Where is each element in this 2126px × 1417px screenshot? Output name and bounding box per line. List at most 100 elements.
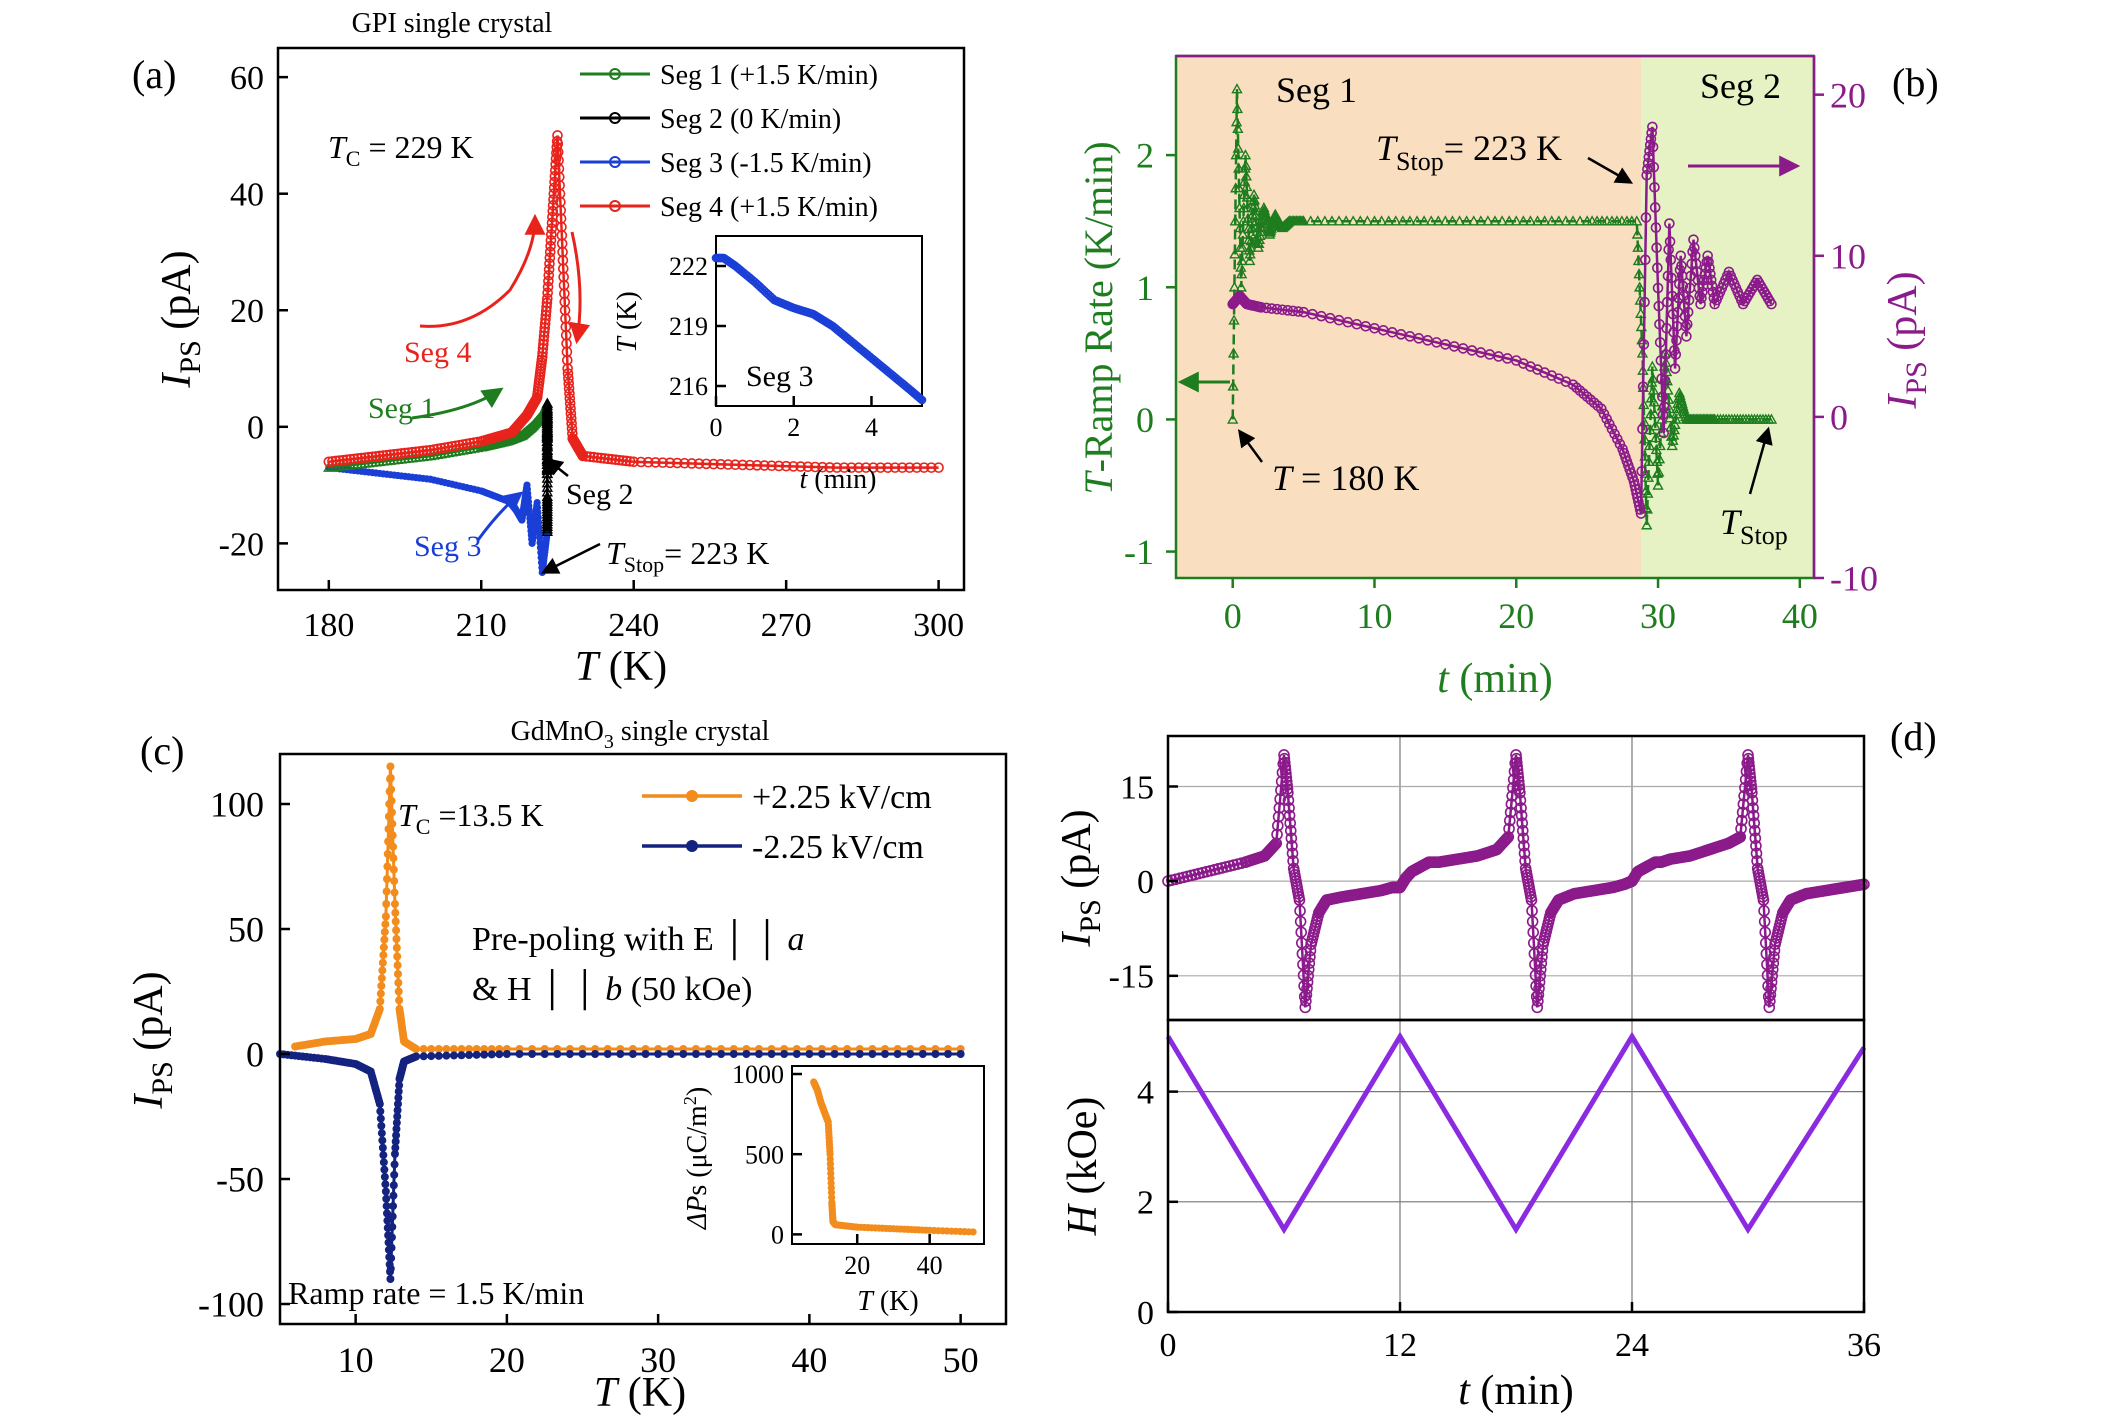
c-series-2-point <box>502 1050 511 1058</box>
c-series-1-point <box>434 1045 443 1053</box>
a-series-4-point <box>542 281 554 293</box>
c-series-2-point <box>427 1052 436 1061</box>
c-series-2-point <box>868 1050 877 1058</box>
annotation-ramp: Ramp rate = 1.5 K/min <box>288 1275 584 1311</box>
a-y-tick-label: 60 <box>230 60 264 97</box>
a-series-4-point <box>334 455 346 466</box>
b-series-1-point <box>1646 360 1659 371</box>
c-series-2-point <box>387 1254 396 1263</box>
b-series-1-point <box>1649 420 1661 431</box>
b-series-1-point <box>1236 241 1249 252</box>
c-series-2-point <box>843 1050 852 1058</box>
d-x-tick-label: 0 <box>1160 1327 1177 1364</box>
c-series-1-point <box>389 842 398 851</box>
d-x-tick-label: 36 <box>1847 1327 1881 1364</box>
panel-d-label: (d) <box>1890 714 1937 759</box>
b-series-1-point <box>1397 215 1409 226</box>
c-series-2-point <box>390 1170 399 1179</box>
c-y-tick-label: 50 <box>228 910 264 950</box>
a-series-4-markers <box>323 130 944 473</box>
a-legend-marker <box>609 156 621 168</box>
a-series-4-point <box>599 453 610 464</box>
c-series-2-point <box>603 1050 612 1058</box>
a-series-4-point <box>577 450 589 462</box>
a-series-4-point <box>548 182 560 194</box>
b-series-2-point <box>1271 303 1283 315</box>
a-series-4-point <box>566 423 578 434</box>
a-series-4-point <box>904 462 915 473</box>
a-legend-marker <box>609 200 621 212</box>
b-series-1-point <box>1546 215 1558 226</box>
a-series-4-point <box>428 444 440 455</box>
a-series-4-point <box>715 458 727 470</box>
a-series-4-point <box>730 459 741 470</box>
a-series-4-point <box>766 460 777 472</box>
b-series-1-point <box>1228 314 1240 325</box>
d-x-tick-label: 24 <box>1615 1327 1649 1364</box>
c-legend-marker <box>686 790 698 802</box>
b-y-right-tick-label: 20 <box>1830 75 1866 115</box>
c-series-1-point <box>392 943 401 952</box>
c-series-2-point <box>717 1050 726 1058</box>
b-series-1-point <box>1240 170 1253 181</box>
a-legend-label: Seg 3 (-1.5 K/min) <box>660 148 872 179</box>
annotation-tstop: TStop= 223 K <box>606 535 769 577</box>
a-series-4-point <box>543 275 554 287</box>
panel-b-xlabel: t (min) <box>1437 656 1552 702</box>
a-series-4-point <box>882 462 894 473</box>
b-series-1-point <box>1230 149 1242 160</box>
a-legend-marker <box>609 68 621 80</box>
panel-b-ylabel-right: IPS (pA) <box>1880 271 1933 409</box>
a-series-4-point <box>613 454 625 466</box>
c-series-2-point <box>389 1181 398 1190</box>
a-x-tick-label: 240 <box>608 607 659 644</box>
a-series-4-point <box>809 461 821 473</box>
c-series-1-point <box>375 1005 384 1013</box>
annotation-tc-c: TC =13.5 K <box>398 797 544 839</box>
a-series-4-point <box>544 252 556 264</box>
b-series-1-point <box>1524 215 1537 226</box>
a-series-4-point <box>327 456 338 467</box>
c-series-1-point <box>382 887 391 896</box>
a-series-4-point <box>414 446 425 457</box>
b-series-1-point <box>1228 281 1241 292</box>
a-series-2-point <box>541 429 554 440</box>
panel-c-xlabel: T (K) <box>594 1370 686 1416</box>
b-series-1-point <box>1305 215 1317 226</box>
panel-d-bottom-ylabel: H (kOe) <box>1060 1097 1106 1237</box>
a-series-4-point <box>421 445 433 456</box>
a-series-4-point <box>544 246 556 258</box>
c-series-2-point <box>419 1052 428 1061</box>
c-y-tick-label: 100 <box>210 785 264 825</box>
c-series-2-point <box>387 1233 396 1242</box>
b-series-1-point <box>1236 254 1248 266</box>
a-series-4-point <box>875 462 886 473</box>
b-segment-1 <box>1176 56 1642 578</box>
a-legend-marker <box>609 112 621 124</box>
a-series-4-point <box>548 194 559 205</box>
panel-d-xlabel: t (min) <box>1458 1368 1573 1414</box>
a-series-4-point <box>562 368 574 379</box>
b-series-1-point <box>1227 413 1239 424</box>
a-series-4-point <box>446 441 458 452</box>
a-series-4-point <box>606 453 618 465</box>
c-series-2-point <box>495 1050 504 1059</box>
b-y-left-tick-label: 1 <box>1136 268 1154 308</box>
b-series-1-point <box>1382 215 1395 226</box>
a-series-4-point <box>581 451 592 462</box>
a-series-4-point <box>417 445 429 457</box>
c-series-2-point <box>389 1202 398 1211</box>
a-inset-series-point <box>917 395 927 405</box>
b-series-1-point <box>1232 122 1244 133</box>
a-series-4-point <box>617 455 629 466</box>
a-y-tick-label: 0 <box>247 410 264 447</box>
a-series-4-point <box>918 462 930 473</box>
c-series-2-point <box>380 1172 389 1181</box>
b-series-1-point <box>1404 215 1416 226</box>
a-series-4-point <box>564 393 576 404</box>
c-series-2-point <box>442 1051 451 1060</box>
c-series-2-point <box>944 1050 953 1058</box>
c-series-1-point <box>389 865 398 874</box>
